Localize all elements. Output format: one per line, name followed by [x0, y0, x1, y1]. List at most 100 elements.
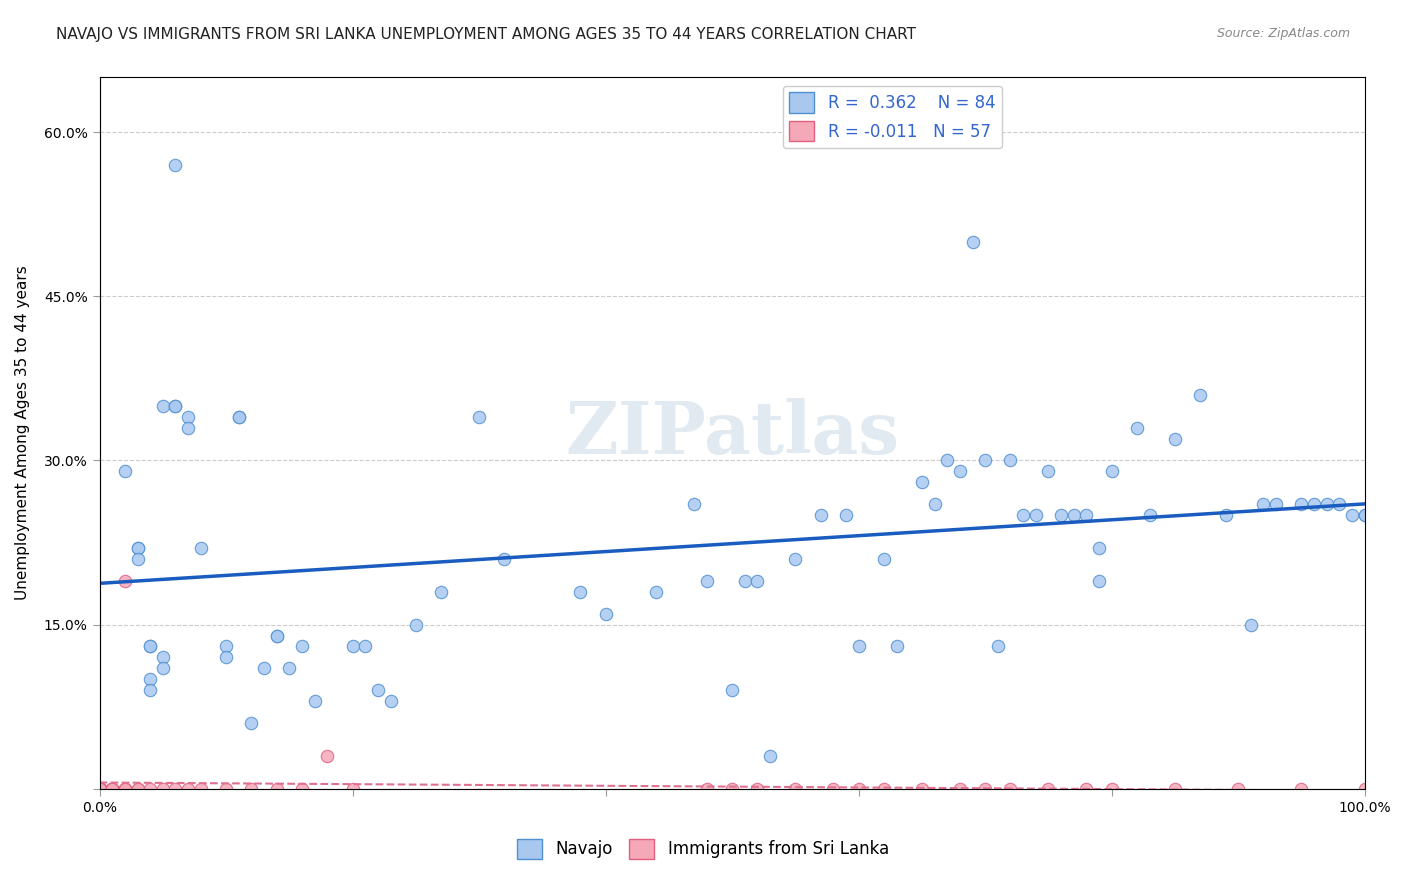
Point: [89, 781, 111, 796]
Point: [190, 541, 212, 555]
Point: [139, 640, 162, 654]
Point: [785, 781, 807, 796]
Point: [114, 781, 136, 796]
Point: [1354, 781, 1376, 796]
Point: [342, 640, 364, 654]
Point: [291, 781, 314, 796]
Point: [266, 781, 288, 796]
Point: [734, 574, 756, 588]
Point: [911, 475, 934, 490]
Point: [165, 158, 187, 172]
Point: [873, 552, 896, 566]
Point: [949, 464, 972, 478]
Point: [127, 781, 149, 796]
Point: [1303, 497, 1326, 511]
Point: [1012, 508, 1035, 523]
Point: [380, 694, 402, 708]
Point: [89, 781, 111, 796]
Point: [278, 661, 301, 675]
Point: [101, 781, 124, 796]
Point: [240, 716, 263, 731]
Point: [139, 781, 162, 796]
Point: [89, 781, 111, 796]
Point: [1227, 781, 1250, 796]
Point: [215, 650, 238, 665]
Point: [468, 409, 491, 424]
Point: [810, 508, 832, 523]
Point: [974, 453, 997, 467]
Text: ZIPatlas: ZIPatlas: [565, 398, 900, 468]
Point: [152, 399, 174, 413]
Point: [215, 640, 238, 654]
Point: [1291, 497, 1313, 511]
Point: [911, 781, 934, 796]
Point: [1240, 617, 1263, 632]
Point: [721, 781, 744, 796]
Point: [240, 781, 263, 796]
Point: [89, 781, 111, 796]
Point: [165, 781, 187, 796]
Point: [139, 673, 162, 687]
Point: [569, 584, 592, 599]
Point: [1341, 508, 1364, 523]
Point: [89, 781, 111, 796]
Point: [266, 628, 288, 642]
Point: [1291, 781, 1313, 796]
Point: [101, 781, 124, 796]
Point: [1000, 453, 1022, 467]
Point: [886, 640, 908, 654]
Point: [367, 683, 389, 698]
Point: [89, 781, 111, 796]
Point: [1215, 508, 1237, 523]
Point: [1000, 781, 1022, 796]
Point: [127, 541, 149, 555]
Point: [785, 552, 807, 566]
Point: [152, 650, 174, 665]
Point: [127, 541, 149, 555]
Point: [101, 781, 124, 796]
Point: [987, 640, 1010, 654]
Point: [645, 584, 668, 599]
Point: [89, 781, 111, 796]
Point: [1025, 508, 1047, 523]
Point: [1076, 781, 1098, 796]
Point: [316, 748, 339, 763]
Point: [1189, 388, 1212, 402]
Point: [1088, 541, 1111, 555]
Point: [1139, 508, 1161, 523]
Point: [101, 781, 124, 796]
Point: [152, 781, 174, 796]
Point: [177, 420, 200, 434]
Point: [114, 464, 136, 478]
Point: [1253, 497, 1275, 511]
Point: [759, 748, 782, 763]
Point: [101, 781, 124, 796]
Point: [696, 781, 718, 796]
Point: [304, 694, 326, 708]
Point: [139, 640, 162, 654]
Y-axis label: Unemployment Among Ages 35 to 44 years: Unemployment Among Ages 35 to 44 years: [15, 266, 30, 600]
Point: [848, 640, 870, 654]
Point: [114, 574, 136, 588]
Point: [962, 235, 984, 249]
Point: [139, 683, 162, 698]
Point: [1050, 508, 1073, 523]
Point: [127, 781, 149, 796]
Point: [1354, 508, 1376, 523]
Legend: R =  0.362    N = 84, R = -0.011   N = 57: R = 0.362 N = 84, R = -0.011 N = 57: [783, 86, 1002, 148]
Text: Source: ZipAtlas.com: Source: ZipAtlas.com: [1216, 27, 1350, 40]
Point: [1038, 781, 1060, 796]
Point: [721, 683, 744, 698]
Point: [949, 781, 972, 796]
Point: [177, 781, 200, 796]
Point: [177, 409, 200, 424]
Legend: Navajo, Immigrants from Sri Lanka: Navajo, Immigrants from Sri Lanka: [510, 832, 896, 866]
Point: [165, 399, 187, 413]
Point: [1038, 464, 1060, 478]
Point: [848, 781, 870, 796]
Point: [101, 781, 124, 796]
Point: [1076, 508, 1098, 523]
Point: [127, 552, 149, 566]
Point: [1126, 420, 1149, 434]
Point: [152, 661, 174, 675]
